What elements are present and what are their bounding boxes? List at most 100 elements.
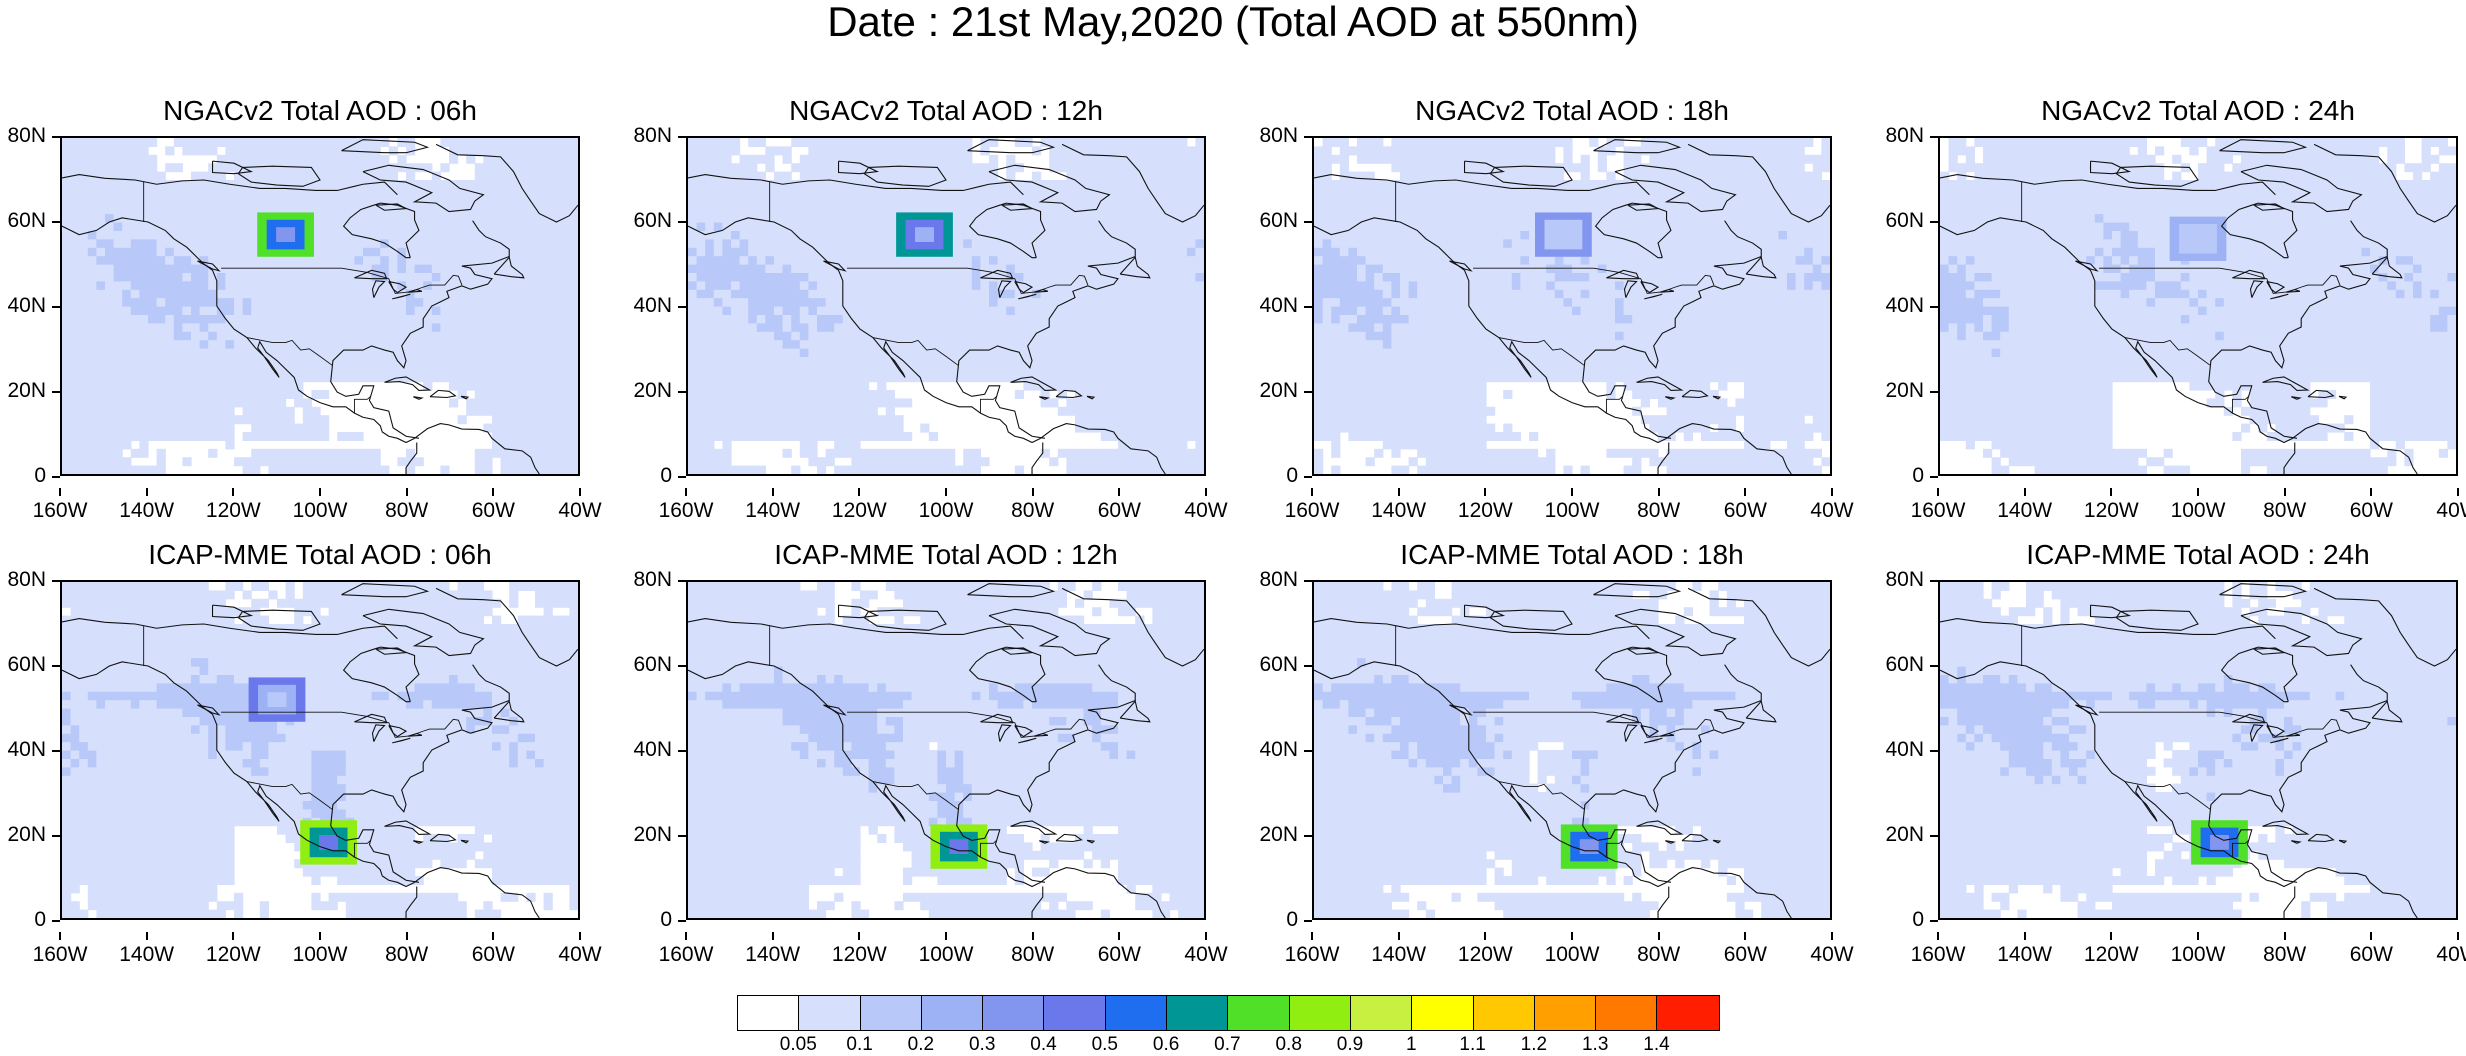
lat-tick-label: 40N [1874,295,1938,317]
map-canvas [1940,582,2456,918]
lat-tick-label: 60N [0,210,60,232]
lat-tick-label: 0 [0,465,60,487]
lat-tick-label: 60N [1248,210,1312,232]
coastlines [688,583,1204,918]
panel-title: ICAP-MME Total AOD : 06h [148,539,492,570]
colorbar-label: 1.1 [1459,1034,1486,1055]
political-border [221,267,463,294]
lat-tick-label: 80N [0,569,60,591]
lat-tick-label: 0 [1874,909,1938,931]
lat-tick-label: 80N [1248,569,1312,591]
lat-tick-label: 0 [1874,465,1938,487]
lon-tick-label: 140W [1985,488,2065,522]
panel-title: NGACv2 Total AOD : 06h [163,95,477,126]
panel-title: NGACv2 Total AOD : 12h [789,95,1103,126]
aod-hotspot [2188,231,2208,247]
lat-tick-label: 20N [1248,380,1312,402]
colorbar-box [1657,996,1719,1030]
lon-tick-label: 160W [1272,488,1352,522]
map-canvas [1314,138,1830,474]
lat-tick-label: 0 [622,909,686,931]
colorbar-label: 0.05 [779,1034,817,1055]
lon-tick-label: 160W [20,488,100,522]
lon-tick-label: 40W [540,488,620,522]
political-border [2124,781,2211,810]
lon-tick-label: 80W [367,488,447,522]
map-panel: ICAP-MME Total AOD : 06h 80N 60N 40N 20N 0 160… [7,539,601,966]
colorbar-box [799,996,861,1030]
colorbar-box [1350,996,1413,1030]
political-border [2099,711,2341,738]
lat-tick-label: 80N [1874,569,1938,591]
lon-tick-label: 60W [2331,932,2411,966]
aod-hotspot [949,839,969,854]
aod-hotspot [915,227,934,242]
lon-tick-label: 60W [453,488,533,522]
map-panel: NGACv2 Total AOD : 06h 80N 60N 40N 20N 0 160W 1… [7,95,601,522]
lon-tick-label: 100W [1532,932,1612,966]
lat-tick-label: 80N [1248,125,1312,147]
lat-tick-label: 20N [622,824,686,846]
aod-field [62,582,578,918]
lat-tick-label: 40N [622,739,686,761]
aod-map [1938,136,2458,476]
aod-map [686,580,1206,920]
lat-tick-label: 60N [1874,654,1938,676]
map-panel: ICAP-MME Total AOD : 24h 80N 60N 40N 20N 0 160… [1885,539,2466,966]
lon-tick-label: 80W [2245,932,2325,966]
coastlines [62,583,578,918]
aod-map [1312,580,1832,920]
lat-tick-label: 0 [1248,465,1312,487]
lat-tick-label: 60N [622,210,686,232]
political-border [2231,839,2250,858]
aod-map [686,136,1206,476]
aod-hotspot [2210,835,2229,850]
colorbar-box [1473,996,1535,1030]
political-border [221,711,463,738]
lon-tick-label: 140W [733,932,813,966]
colorbar-label: 0.3 [968,1034,996,1055]
aod-field [62,138,578,474]
coastlines [1314,583,1830,918]
political-border [1473,267,1715,294]
colorbar-label: 0.5 [1091,1034,1118,1055]
political-border [847,711,1089,738]
lon-tick-label: 60W [1705,932,1785,966]
coastlines [62,139,578,474]
political-border [246,337,333,366]
lon-tick-label: 140W [1985,932,2065,966]
colorbar-box [921,996,984,1030]
colorbar-box [1289,996,1351,1030]
political-border [1605,839,1624,858]
map-panel: NGACv2 Total AOD : 12h 80N 60N 40N 20N 0 160W 1… [633,95,1227,522]
lon-tick-label: 100W [280,488,360,522]
lon-tick-label: 140W [1359,932,1439,966]
lon-tick-label: 40W [2418,932,2466,966]
lat-tick-label: 0 [1248,909,1312,931]
map-panel: ICAP-MME Total AOD : 18h 80N 60N 40N 20N 0 160… [1259,539,1853,966]
colorbar-label: 1.3 [1581,1034,1609,1055]
lat-tick-label: 20N [0,824,60,846]
lon-tick-label: 80W [367,932,447,966]
lon-tick-label: 60W [1705,488,1785,522]
panel-title: NGACv2 Total AOD : 24h [2041,95,2355,126]
lon-tick-label: 120W [193,932,273,966]
lat-tick-label: 20N [0,380,60,402]
lon-tick-label: 120W [819,488,899,522]
map-canvas [62,138,578,474]
colorbar-label: 1.2 [1520,1034,1548,1055]
colorbar-box [1412,996,1474,1030]
lat-tick-label: 20N [1874,380,1938,402]
lon-tick-label: 60W [453,932,533,966]
colorbar-box [1596,996,1658,1030]
lon-tick-label: 100W [1532,488,1612,522]
colorbar-box [1105,996,1168,1030]
lon-tick-label: 100W [906,488,986,522]
colorbar-label: 1 [1406,1034,1417,1055]
lon-tick-label: 120W [2071,488,2151,522]
lat-tick-label: 60N [0,654,60,676]
lat-tick-label: 0 [622,465,686,487]
lon-tick-label: 40W [1166,488,1246,522]
lon-tick-label: 160W [1898,932,1978,966]
lon-tick-label: 60W [2331,488,2411,522]
